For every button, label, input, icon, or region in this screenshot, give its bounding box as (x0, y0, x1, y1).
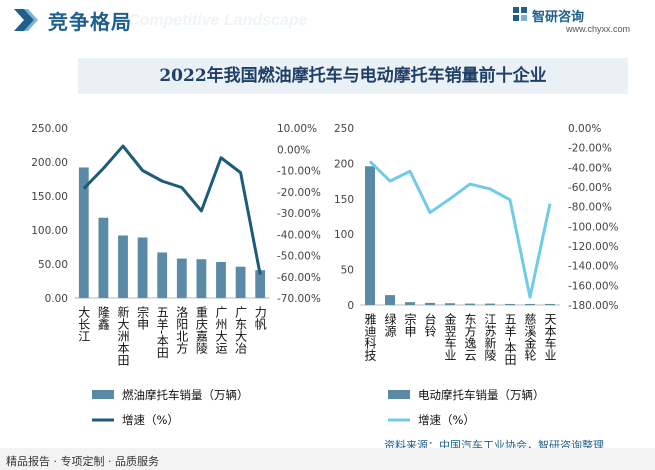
fuel-right-tick-label: -20.00% (277, 187, 321, 199)
fuel-right-tick-label: -70.00% (277, 293, 321, 305)
fuel-category-label: 宗申 (136, 305, 150, 330)
electric-bar (505, 303, 515, 305)
electric-category-label: 慈溪金轮 (523, 312, 537, 362)
electric-bar (385, 295, 395, 305)
electric-left-tick-label: 250 (334, 123, 354, 135)
electric-right-tick-label: -80.00% (568, 202, 612, 214)
fuel-right-tick-label: -50.00% (277, 251, 321, 263)
fuel-bar (98, 217, 109, 298)
chart-title-background (78, 58, 628, 94)
electric-category-label: 东方逸云 (463, 313, 477, 362)
fuel-category-label: 广州大运 (214, 306, 228, 355)
electric-category-label: 绿源 (383, 312, 397, 338)
electric-right-tick-label: -140.00% (568, 261, 619, 273)
electric-category-label: 五羊-本田 (503, 313, 517, 365)
section-title: 竞争格局 (48, 10, 132, 34)
fuel-category-label: 大长江 (77, 306, 91, 342)
electric-bar (425, 302, 435, 305)
brand-logo-icon (513, 7, 527, 21)
fuel-category-label: 洛阳北方 (175, 305, 189, 355)
footer-tagline: 精品报告 · 专项定制 · 品质服务 (6, 455, 159, 468)
electric-bar (365, 166, 375, 305)
fuel-left-tick-label: 0.00 (45, 293, 68, 305)
electric-bar (545, 303, 555, 305)
brand-name: 智研咨询 (532, 10, 585, 25)
fuel-category-label: 新大洲本田 (116, 305, 130, 366)
fuel-bar (216, 261, 226, 298)
fuel-bar (176, 258, 187, 298)
fuel-bar (137, 237, 148, 298)
fuel-left-tick-label: 50.00 (38, 259, 68, 271)
electric-legend-bar-swatch (388, 390, 410, 399)
fuel-right-tick-label: -10.00% (277, 166, 321, 178)
fuel-category-label: 重庆嘉陵 (194, 306, 208, 354)
fuel-left-tick-label: 100.00 (31, 225, 68, 237)
fuel-category-label: 力帆 (253, 306, 267, 331)
electric-left-tick-label: 50 (341, 265, 354, 277)
electric-right-tick-label: -120.00% (568, 241, 619, 253)
electric-right-tick-label: -180.00% (568, 300, 619, 312)
fuel-bar (157, 252, 168, 298)
fuel-bar (255, 270, 266, 298)
fuel-legend-bar-label: 燃油摩托车销量（万辆） (122, 388, 249, 402)
fuel-right-tick-label: -30.00% (277, 208, 321, 220)
electric-right-tick-label: 0.00% (568, 123, 601, 135)
electric-bar (405, 302, 415, 305)
electric-category-label: 金翌车业 (443, 312, 457, 361)
fuel-bar (235, 266, 246, 298)
fuel-category-label: 隆鑫 (96, 305, 110, 330)
electric-left-tick-label: 150 (334, 194, 354, 206)
fuel-left-tick-label: 150.00 (31, 191, 68, 203)
electric-left-tick-label: 200 (334, 158, 354, 170)
electric-growth-line (368, 160, 552, 299)
section-subtitle: Competitive Landscape (128, 12, 308, 29)
electric-bar (465, 303, 475, 305)
fuel-bar (196, 259, 207, 298)
electric-right-tick-label: -40.00% (568, 162, 612, 174)
electric-category-label: 雅迪科技 (363, 312, 377, 361)
fuel-right-tick-label: -60.00% (277, 272, 321, 284)
electric-category-label: 台铃 (423, 312, 437, 337)
fuel-right-tick-label: -40.00% (277, 229, 321, 241)
electric-left-tick-label: 100 (334, 229, 354, 241)
fuel-right-tick-label: 10.00% (277, 123, 317, 135)
fuel-right-tick-label: 0.00% (277, 144, 310, 156)
electric-legend-line-label: 增速（%） (418, 413, 475, 427)
fuel-bar (118, 235, 128, 298)
electric-legend-bar-label: 电动摩托车销量（万辆） (418, 388, 545, 402)
electric-right-tick-label: -160.00% (568, 280, 619, 292)
footer-bar (0, 448, 655, 470)
electric-bar (525, 303, 535, 305)
fuel-bar (78, 167, 89, 298)
electric-right-tick-label: -60.00% (568, 182, 612, 194)
fuel-left-tick-label: 200.00 (31, 157, 68, 169)
section-arrow-icon (14, 9, 38, 31)
electric-bar (445, 303, 455, 305)
header-bar: Competitive Landscape 竞争格局 智研咨询 www.chyx… (0, 0, 655, 42)
fuel-category-label: 广东大冶 (234, 306, 248, 354)
fuel-legend-bar-swatch (92, 390, 114, 399)
electric-right-tick-label: -20.00% (568, 143, 612, 155)
fuel-legend-line-label: 增速（%） (122, 413, 179, 427)
electric-left-tick-label: 0 (347, 300, 354, 312)
electric-category-label: 江苏新陵 (483, 313, 497, 361)
fuel-left-tick-label: 250.00 (31, 123, 68, 135)
fuel-category-label: 五羊-本田 (155, 306, 169, 358)
chart-title: 2022年我国燃油摩托车与电动摩托车销量前十企业 (159, 66, 547, 86)
electric-category-label: 天本车业 (543, 313, 557, 361)
brand-url: www.chyxx.com (566, 24, 631, 34)
electric-right-tick-label: -100.00% (568, 221, 619, 233)
electric-bar (485, 303, 495, 305)
electric-category-label: 宗申 (403, 312, 417, 337)
fuel-growth-line (82, 144, 262, 275)
